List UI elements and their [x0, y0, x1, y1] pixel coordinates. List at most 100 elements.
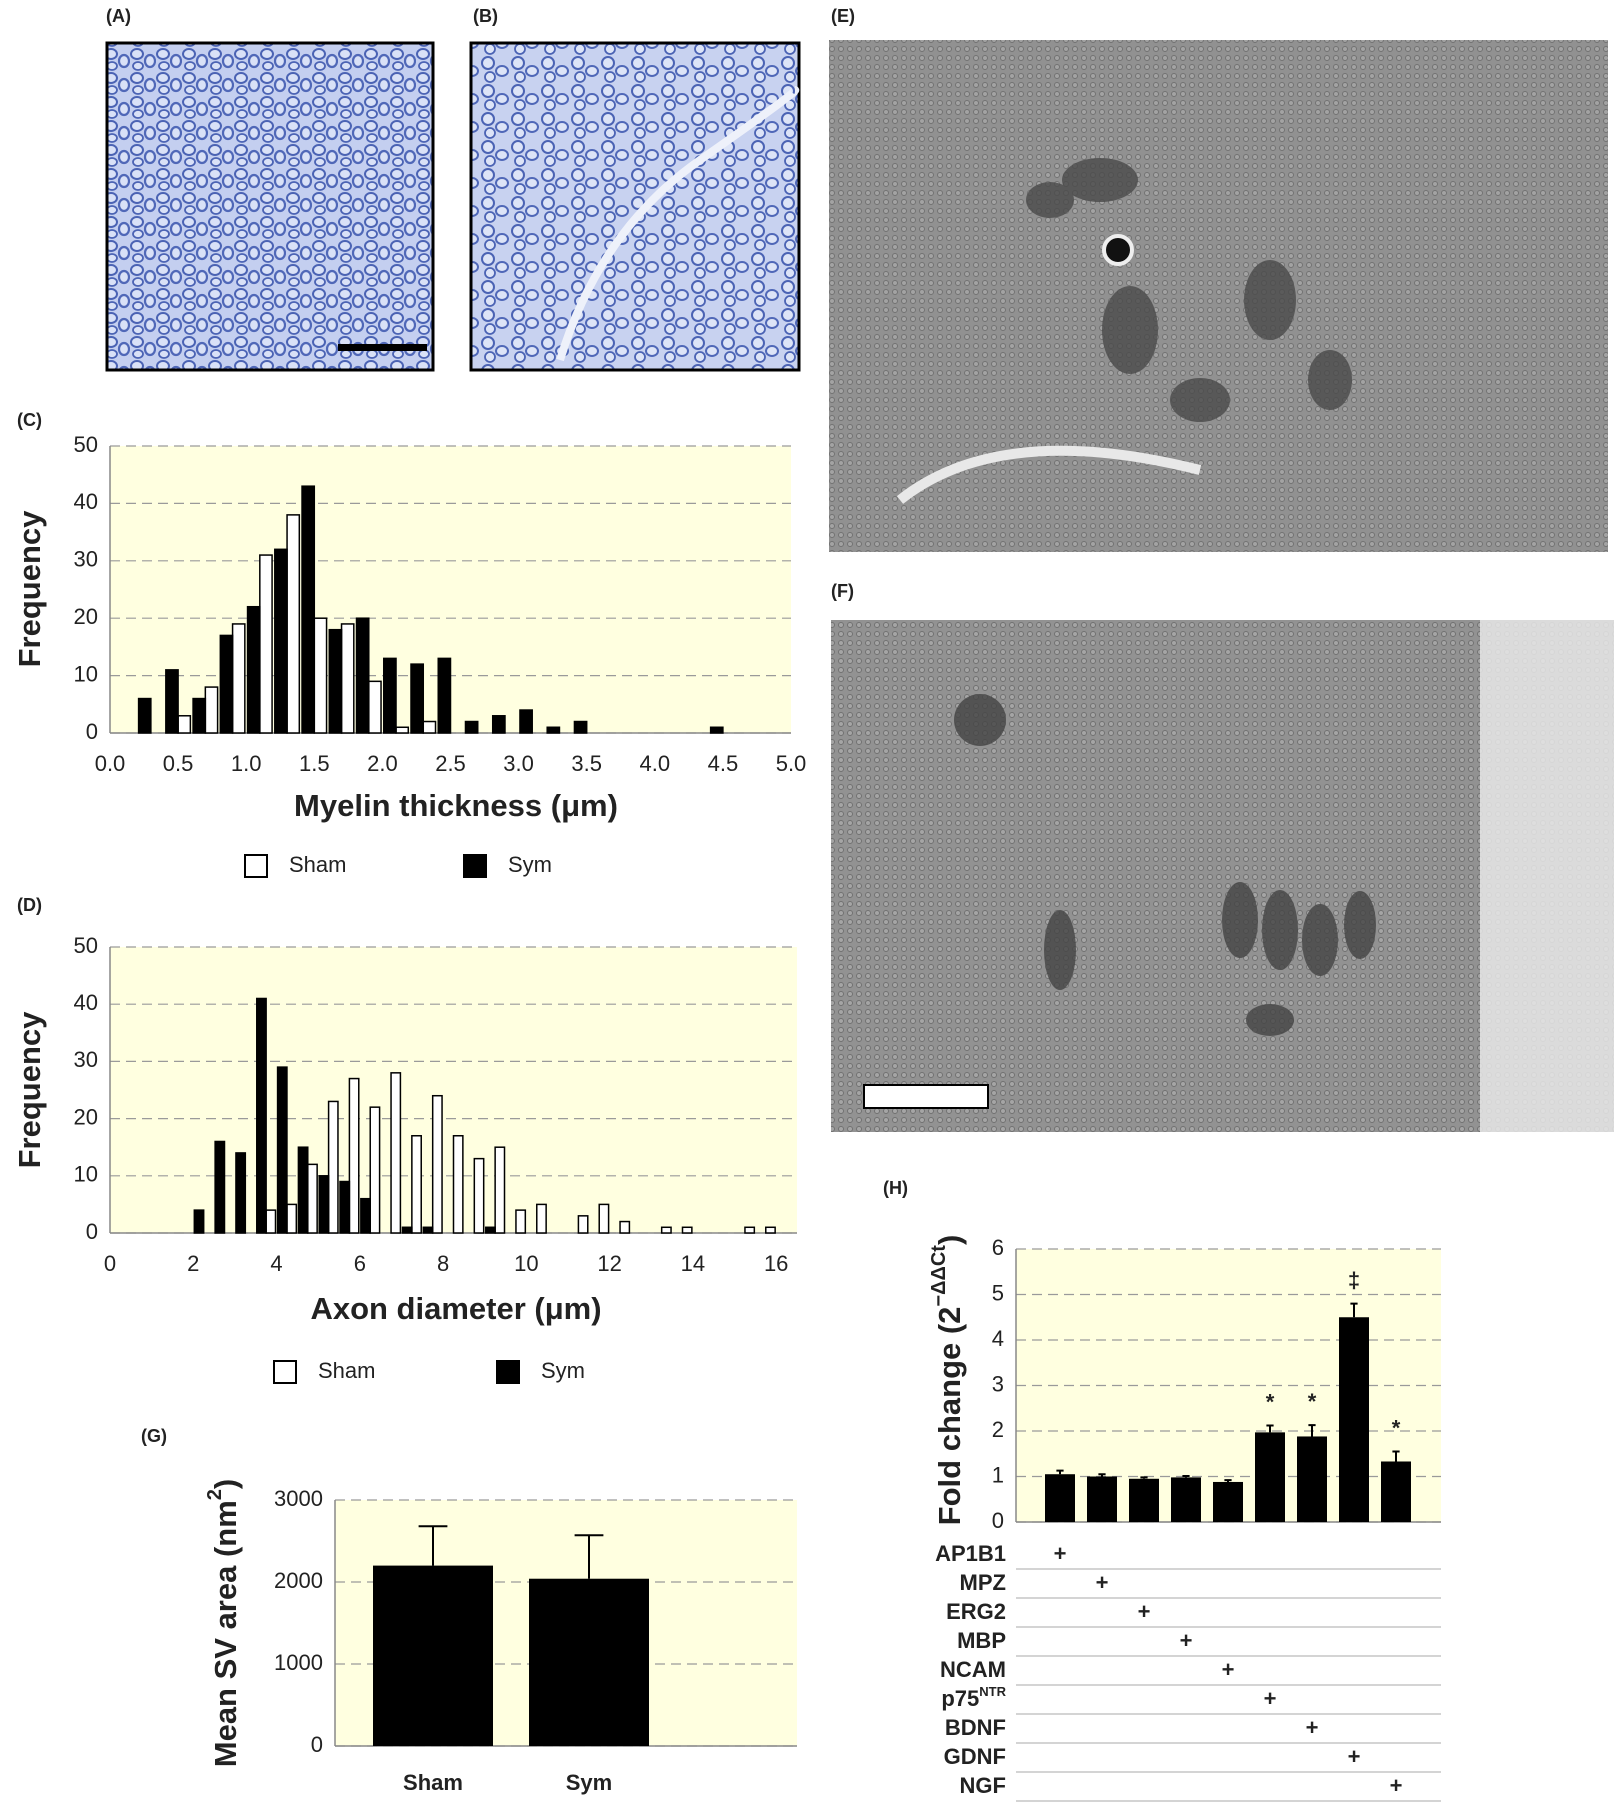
row-label: GDNF [944, 1744, 1006, 1769]
bar [383, 657, 397, 734]
bar [328, 628, 343, 734]
y-tick-label: 2 [992, 1417, 1004, 1442]
bar [327, 1100, 339, 1234]
x-tick-label: 2.0 [367, 751, 398, 776]
bar [340, 623, 355, 734]
bar [307, 1163, 318, 1234]
bar [368, 680, 382, 734]
y-tick-label: 1000 [274, 1650, 323, 1675]
y-tick-label: 1 [992, 1462, 1004, 1487]
row-mark: + [1306, 1715, 1319, 1740]
bar [431, 1094, 443, 1234]
y-axis-label: Frequency [12, 510, 47, 668]
y-tick-label: 5 [992, 1280, 1004, 1305]
error-bar [1056, 1469, 1064, 1475]
x-tick-label: 2.5 [435, 751, 466, 776]
bar [204, 686, 219, 734]
bar [410, 663, 425, 734]
legend-label: Sham [289, 852, 346, 877]
x-tick-label: 0.0 [95, 751, 126, 776]
bar [515, 1209, 527, 1234]
x-tick-label: 3.5 [571, 751, 602, 776]
bar [339, 1180, 351, 1234]
bar [546, 726, 561, 734]
bar [235, 1152, 247, 1234]
bar [1129, 1478, 1159, 1522]
legend-label: Sham [318, 1358, 375, 1383]
x-tick-label: 14 [681, 1251, 705, 1276]
bar [360, 1197, 371, 1234]
bar [536, 1203, 547, 1234]
bar [276, 1066, 288, 1234]
error-bar [574, 1534, 604, 1579]
bar [598, 1203, 610, 1234]
micrograph-b [469, 41, 801, 372]
error-bar [1182, 1475, 1190, 1478]
row-label-sup: NTR [979, 1684, 1006, 1699]
bar [529, 1578, 649, 1746]
y-tick-label: 50 [74, 432, 98, 457]
bar [1045, 1474, 1075, 1522]
panel-label: (B) [473, 6, 498, 26]
row-label-text: GDNF [944, 1744, 1006, 1769]
error-bar [1266, 1424, 1274, 1433]
x-tick-label: 4.5 [708, 751, 739, 776]
y-tick-label: 20 [74, 1104, 98, 1129]
bar [193, 1209, 205, 1234]
bar [286, 1203, 298, 1234]
y-axis-label-text: Fold change (2 [932, 1307, 967, 1526]
bar [1171, 1477, 1201, 1522]
row-mark: + [1390, 1773, 1403, 1798]
bar [1381, 1461, 1411, 1522]
panel-label: (C) [17, 410, 42, 430]
y-tick-label: 30 [74, 547, 98, 572]
bar [437, 657, 452, 734]
y-axis-label-sup: −ΔΔCt [928, 1245, 950, 1307]
micrograph-e [829, 40, 1608, 552]
bar [395, 726, 410, 734]
panel-label: (A) [106, 6, 131, 26]
legend-swatch [496, 1360, 520, 1384]
bar [231, 623, 246, 734]
bar [709, 726, 724, 734]
bar [246, 605, 261, 734]
bar [286, 514, 301, 734]
row-label: NGF [960, 1773, 1006, 1798]
micrograph-f [831, 620, 1614, 1132]
panel-label: (G) [141, 1426, 167, 1446]
error-bar [1224, 1479, 1232, 1482]
x-tick-label: 6 [354, 1251, 366, 1276]
bar [422, 720, 437, 734]
x-tick-label: Sham [403, 1770, 463, 1795]
micrograph-a [105, 41, 435, 372]
error-bar [418, 1525, 448, 1566]
y-tick-label: 0 [992, 1508, 1004, 1533]
legend-label: Sym [508, 852, 552, 877]
error-bar [1392, 1450, 1400, 1462]
x-tick-label: 4 [270, 1251, 282, 1276]
bar [660, 1226, 672, 1234]
panel-label: (E) [831, 6, 855, 26]
row-label: NCAM [940, 1657, 1006, 1682]
bar [355, 617, 370, 734]
error-bar [1140, 1476, 1148, 1479]
bar [1213, 1481, 1243, 1522]
panel-label: (H) [883, 1178, 908, 1198]
legend-swatch [273, 1360, 297, 1384]
bar [369, 1106, 381, 1234]
error-bar [1350, 1302, 1358, 1318]
row-label-text: AP1B1 [935, 1541, 1006, 1566]
bar [348, 1077, 360, 1234]
bar [318, 1175, 330, 1234]
y-axis-label: Fold change (2−ΔΔCt) [928, 1235, 967, 1526]
bar [1087, 1476, 1117, 1522]
significance-marker: * [1308, 1389, 1317, 1414]
row-mark: + [1054, 1541, 1067, 1566]
bar [401, 1226, 413, 1234]
y-tick-label: 40 [74, 489, 98, 514]
row-mark: + [1348, 1744, 1361, 1769]
significance-marker: ‡ [1348, 1267, 1360, 1292]
row-mark: + [1138, 1599, 1151, 1624]
y-tick-label: 10 [74, 661, 98, 686]
x-tick-label: 1.5 [299, 751, 330, 776]
